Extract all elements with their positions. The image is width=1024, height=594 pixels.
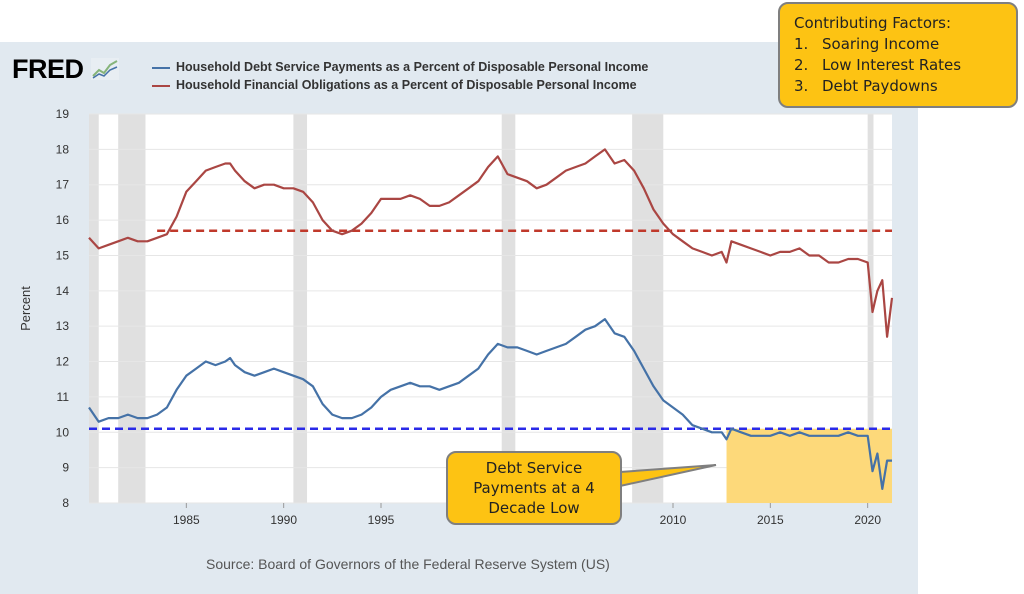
y-tick-label: 11 [57,390,70,404]
x-tick-label: 2010 [660,513,687,527]
x-tick-label: 1990 [270,513,297,527]
legend-label-financial-obligations: Household Financial Obligations as a Per… [176,78,637,92]
recession-shading [867,114,874,503]
highlight-region [726,428,892,503]
y-axis-title: Percent [18,286,33,331]
legend-item-debt-service: Household Debt Service Payments as a Per… [152,60,648,76]
y-tick-label: 9 [62,461,69,475]
callout-line: Debt Service [485,459,583,477]
fred-logo: FRED [12,54,119,85]
factor-number: 3. [794,77,809,95]
factor-number: 1. [794,35,809,53]
factor-text: Soaring Income [822,35,940,53]
callout-line: Payments at a 4 [473,479,595,497]
factor-text: Debt Paydowns [822,77,938,95]
y-tick-label: 8 [62,496,69,510]
x-tick-label: 2015 [757,513,784,527]
x-tick-label: 2020 [854,513,881,527]
y-tick-label: 17 [56,178,70,192]
factors-title: Contributing Factors: [794,14,952,32]
series-line-0 [88,318,892,490]
legend-swatch-red [152,84,170,87]
factor-number: 2. [794,56,809,74]
y-tick-label: 16 [56,213,70,227]
factor-text: Low Interest Rates [822,56,962,74]
legend-swatch-blue [152,66,170,69]
y-tick-label: 10 [56,425,70,439]
series-line-1 [88,148,894,338]
y-tick-label: 19 [56,107,70,121]
y-tick-label: 12 [56,355,70,369]
debt-service-low-callout: Debt Service Payments at a 4 Decade Low [446,451,622,525]
y-tick-label: 18 [56,142,70,156]
contributing-factors-callout: Contributing Factors: 1. Soaring Income 2… [778,2,1018,108]
y-tick-label: 13 [56,319,70,333]
factor-item: 3. Debt Paydowns [794,76,1002,97]
factor-item: 2. Low Interest Rates [794,55,1002,76]
y-tick-label: 14 [56,284,70,298]
x-tick-label: 1995 [368,513,395,527]
recession-shading [501,114,516,503]
recession-shading [118,114,146,503]
recession-shading [632,114,664,503]
recession-shading [293,114,308,503]
fred-logo-text: FRED [12,54,84,84]
source-note: Source: Board of Governors of the Federa… [206,556,610,572]
y-tick-label: 15 [56,248,70,262]
legend-label-debt-service: Household Debt Service Payments as a Per… [176,60,649,74]
factor-item: 1. Soaring Income [794,34,1002,55]
callout-line: Decade Low [488,499,580,517]
recession-shading [89,114,99,503]
line-chart-icon [90,58,119,80]
x-tick-label: 1985 [173,513,200,527]
legend-item-financial-obligations: Household Financial Obligations as a Per… [152,78,637,94]
